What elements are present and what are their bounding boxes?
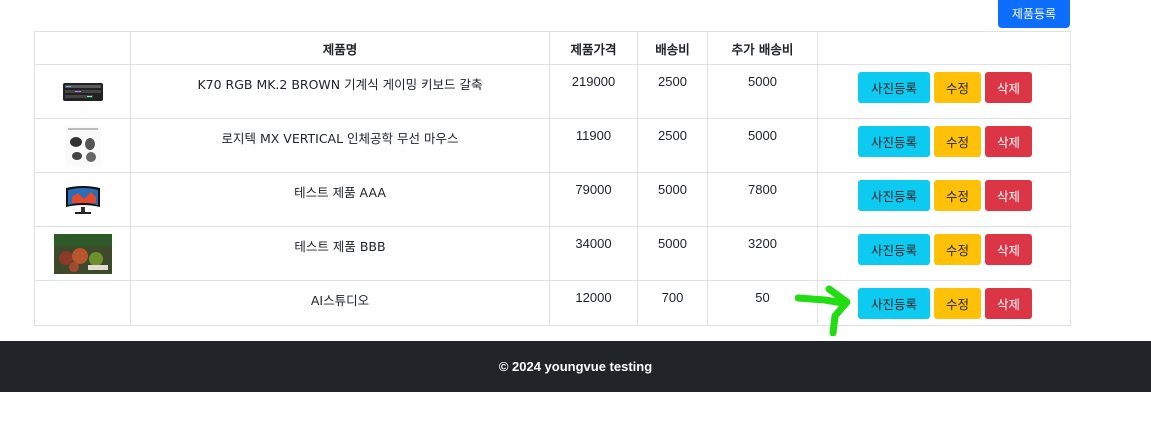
photo-register-button[interactable]: 사진등록 <box>858 126 930 157</box>
price-cell: 12000 <box>549 280 638 326</box>
delete-button[interactable]: 삭제 <box>985 72 1032 103</box>
price-value: 12000 <box>575 290 612 305</box>
actions-cell: 사진등록 수정 삭제 <box>817 118 1071 173</box>
monitor-thumbnail <box>65 185 100 214</box>
product-name-cell: 테스트 제품 BBB <box>130 226 550 281</box>
product-name: 로지텍 MX VERTICAL 인체공학 무선 마우스 <box>221 131 459 146</box>
price-cell: 219000 <box>549 64 638 119</box>
shipping-cell: 2500 <box>637 118 708 173</box>
product-name: 테스트 제품 BBB <box>294 239 386 254</box>
product-table: 제품명 제품가격 배송비 추가 배송비 <box>34 31 1071 326</box>
shipping-value: 5000 <box>658 236 687 251</box>
delete-button[interactable]: 삭제 <box>985 126 1032 157</box>
extra-shipping-value: 5000 <box>748 128 777 143</box>
price-cell: 34000 <box>549 226 638 281</box>
price-value: 34000 <box>575 236 612 251</box>
price-value: 11900 <box>575 128 612 143</box>
annotation-arrow-icon <box>795 285 851 336</box>
thumbnail-cell <box>34 280 131 326</box>
delete-button[interactable]: 삭제 <box>985 180 1032 211</box>
extra-shipping-value: 7800 <box>748 182 777 197</box>
edit-button[interactable]: 수정 <box>934 180 981 211</box>
product-name-cell: 테스트 제품 AAA <box>130 172 550 227</box>
keyboard-thumbnail <box>62 82 103 101</box>
delete-button[interactable]: 삭제 <box>985 288 1032 319</box>
shipping-value: 2500 <box>658 128 687 143</box>
shipping-cell: 700 <box>637 280 708 326</box>
table-header-row: 제품명 제품가격 배송비 추가 배송비 <box>34 31 1071 65</box>
edit-button[interactable]: 수정 <box>934 126 981 157</box>
photo-register-button[interactable]: 사진등록 <box>858 72 930 103</box>
header-image <box>34 31 131 65</box>
thumbnail-cell <box>34 118 131 173</box>
header-price: 제품가격 <box>549 31 638 65</box>
actions-cell: 사진등록 수정 삭제 <box>817 64 1071 119</box>
thumbnail-cell <box>34 64 131 119</box>
page-footer: © 2024 youngvue testing <box>0 341 1151 392</box>
table-row: 테스트 제품 AAA 79000 5000 7800 사진등록 수정 삭제 <box>34 172 1071 227</box>
price-cell: 79000 <box>549 172 638 227</box>
table-row: 로지텍 MX VERTICAL 인체공학 무선 마우스 11900 2500 5… <box>34 118 1071 173</box>
product-name: K70 RGB MK.2 BROWN 기계식 게이밍 키보드 갈축 <box>197 77 483 92</box>
price-cell: 11900 <box>549 118 638 173</box>
product-name: 테스트 제품 AAA <box>294 185 386 200</box>
actions-cell: 사진등록 수정 삭제 <box>817 226 1071 281</box>
photo-register-button[interactable]: 사진등록 <box>858 288 930 319</box>
price-value: 79000 <box>575 182 612 197</box>
product-name-cell: 로지텍 MX VERTICAL 인체공학 무선 마우스 <box>130 118 550 173</box>
extra-shipping-cell: 5000 <box>707 64 818 119</box>
header-extra-shipping: 추가 배송비 <box>707 31 818 65</box>
register-product-button[interactable]: 제품등록 <box>998 0 1070 28</box>
header-product-name: 제품명 <box>130 31 550 65</box>
edit-button[interactable]: 수정 <box>934 72 981 103</box>
shipping-cell: 5000 <box>637 226 708 281</box>
actions-cell: 사진등록 수정 삭제 <box>817 280 1071 326</box>
thumbnail-cell <box>34 172 131 227</box>
product-name: AI스튜디오 <box>310 293 370 308</box>
shipping-value: 2500 <box>658 74 687 89</box>
product-name-cell: K70 RGB MK.2 BROWN 기계식 게이밍 키보드 갈축 <box>130 64 550 119</box>
shipping-cell: 2500 <box>637 64 708 119</box>
edit-button[interactable]: 수정 <box>934 288 981 319</box>
delete-button[interactable]: 삭제 <box>985 234 1032 265</box>
shipping-value: 700 <box>661 290 684 305</box>
photo-register-button[interactable]: 사진등록 <box>858 234 930 265</box>
extra-shipping-cell: 7800 <box>707 172 818 227</box>
table-row: 테스트 제품 BBB 34000 5000 3200 사진등록 수정 삭제 <box>34 226 1071 281</box>
actions-cell: 사진등록 수정 삭제 <box>817 172 1071 227</box>
footer-copyright: © 2024 youngvue testing <box>498 359 653 374</box>
price-value: 219000 <box>571 74 616 89</box>
table-row: AI스튜디오 12000 700 50 사진등록 수정 삭제 <box>34 280 1071 326</box>
thumbnail-cell <box>34 226 131 281</box>
header-shipping: 배송비 <box>637 31 708 65</box>
extra-shipping-cell: 3200 <box>707 226 818 281</box>
photo-register-button[interactable]: 사진등록 <box>858 180 930 211</box>
shipping-value: 5000 <box>658 182 687 197</box>
edit-button[interactable]: 수정 <box>934 234 981 265</box>
shipping-cell: 5000 <box>637 172 708 227</box>
extra-shipping-value: 5000 <box>748 74 777 89</box>
table-row: K70 RGB MK.2 BROWN 기계식 게이밍 키보드 갈축 219000… <box>34 64 1071 119</box>
header-actions <box>817 31 1071 65</box>
extra-shipping-value: 50 <box>755 290 770 305</box>
fruit-thumbnail <box>53 233 112 274</box>
product-name-cell: AI스튜디오 <box>130 280 550 326</box>
mouse-thumbnail <box>64 125 101 166</box>
extra-shipping-cell: 50 <box>707 280 818 326</box>
extra-shipping-cell: 5000 <box>707 118 818 173</box>
extra-shipping-value: 3200 <box>748 236 777 251</box>
